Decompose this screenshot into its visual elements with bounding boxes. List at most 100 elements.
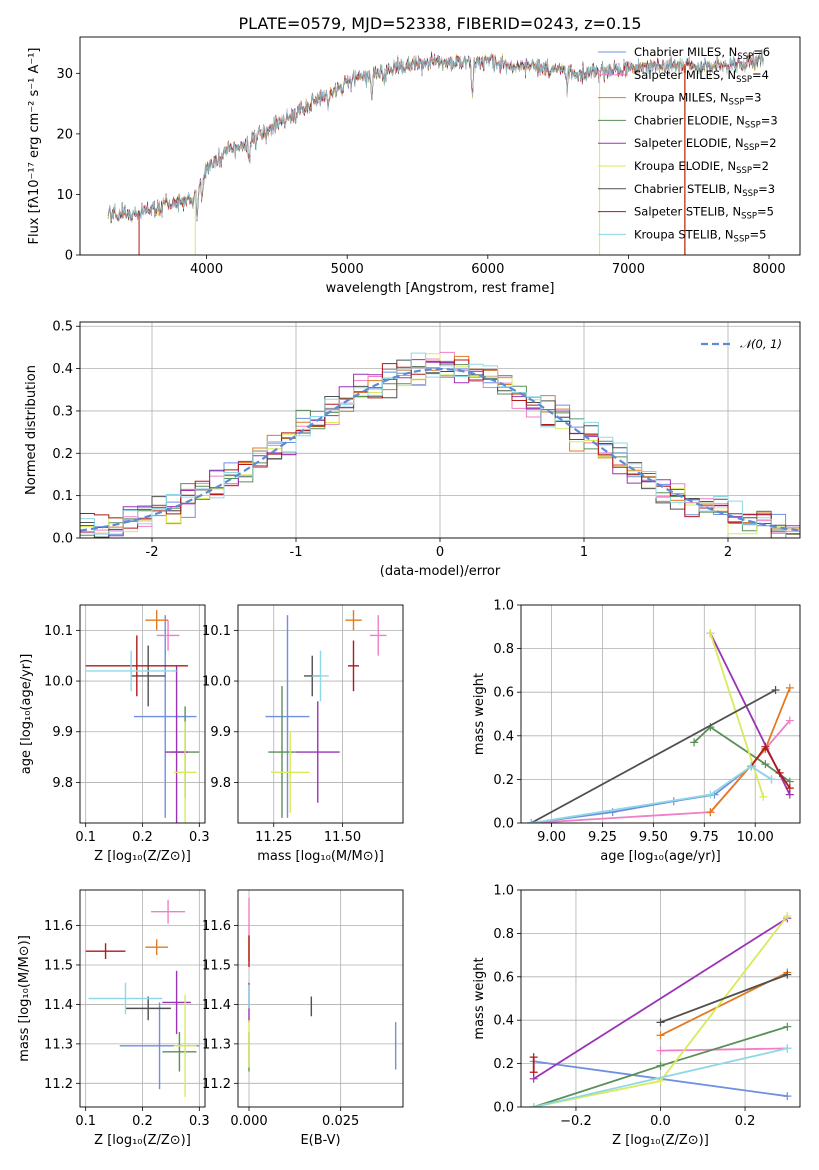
weight-point-marker xyxy=(785,683,794,692)
x-axis-label: Z [log₁₀(Z/Z⊙)] xyxy=(94,1133,191,1148)
y-tick-label: 10.1 xyxy=(202,624,231,639)
weight-point-marker xyxy=(775,768,784,777)
weight-point-marker xyxy=(783,1092,792,1101)
x-tick-label: 1 xyxy=(580,545,588,560)
legend-label: Salpeter MILES, NSSP=4 xyxy=(634,68,769,85)
weight-series-line xyxy=(533,917,788,1080)
weight-point-marker xyxy=(656,1018,665,1027)
age_vs_weight-axes: 9.00 9.25 9.50 9.75 10.00 0.0 0.2 0.4 0.6 0.8 1.0 a… xyxy=(472,599,801,864)
errorbar-point xyxy=(165,665,188,823)
y-tick-label: 0.2 xyxy=(493,773,514,788)
y-tick-label: 11.5 xyxy=(202,958,231,973)
spectrum-plot-area xyxy=(107,49,764,255)
weight-point-marker xyxy=(706,629,715,638)
x-tick-label: 6000 xyxy=(471,262,504,277)
errorbar-point xyxy=(145,939,169,956)
z_vs_weight-axes: −0.2 0.0 0.2 0.0 0.2 0.4 0.6 0.8 1.0 Z [log₁₀(Z/Z… xyxy=(472,884,801,1148)
weight-point-marker xyxy=(690,738,699,747)
y-tick-label: 1.0 xyxy=(493,884,514,899)
ebv_vs_mass-axes: 0.000 0.025 11.2 11.3 11.4 11.5 11.6 E(B-V) xyxy=(202,889,404,1148)
x-tick-label: 0.025 xyxy=(322,1114,359,1129)
z_vs_age-axes: 0.1 0.2 0.3 9.8 9.9 10.0 10.1 Z [log₁₀(Z/Z⊙)] ag… xyxy=(19,604,210,864)
z_vs_mass-frame xyxy=(79,889,206,1108)
y-tick-label: 0.0 xyxy=(493,817,514,832)
z_vs_mass-plot-area xyxy=(80,890,205,1107)
weight-point-marker xyxy=(771,686,780,695)
x-tick-label: 9.50 xyxy=(639,830,668,845)
y-tick-label: 0.6 xyxy=(493,970,514,985)
x-axis-label: E(B-V) xyxy=(300,1133,340,1148)
x-tick-label: 0.1 xyxy=(75,830,96,845)
x-tick-label: -2 xyxy=(146,545,159,560)
errorbar-point xyxy=(145,610,169,631)
y-tick-label: 10.1 xyxy=(44,624,73,639)
y-tick-label: 0.8 xyxy=(493,642,514,657)
legend-label: Chabrier MILES, NSSP=6 xyxy=(634,45,770,62)
weight-point-marker xyxy=(785,716,794,725)
weight-point-marker xyxy=(656,1061,665,1070)
weight-series-line xyxy=(530,689,777,823)
y-tick-label: 30 xyxy=(56,67,73,82)
spectrum-frame xyxy=(79,36,801,256)
y-tick-label: 0.6 xyxy=(493,686,514,701)
age_vs_weight-frame xyxy=(520,604,801,824)
y-axis-label: age [log₁₀(age/yr)] xyxy=(19,654,34,775)
weight-series-line xyxy=(709,633,765,798)
y-tick-label: 11.4 xyxy=(202,998,231,1013)
y-tick-label: 10.0 xyxy=(202,675,231,690)
errorbar-point xyxy=(85,650,177,692)
z_vs_age-frame xyxy=(79,604,206,824)
y-tick-label: 0.2 xyxy=(493,1057,514,1072)
x-tick-label: 5000 xyxy=(331,262,364,277)
x-tick-label: 0 xyxy=(436,545,444,560)
mass_vs_age-plot-area xyxy=(238,605,403,823)
y-tick-label: 11.3 xyxy=(44,1037,73,1052)
x-tick-label: 0.3 xyxy=(189,1114,210,1129)
mass_vs_age-axes: 11.25 11.50 9.8 9.9 10.0 10.1 mass [log₁₀(M/M⊙… xyxy=(202,604,404,864)
x-tick-label: 0.2 xyxy=(132,830,153,845)
x-tick-label: 0.2 xyxy=(735,1114,756,1129)
z_vs_weight-plot-area xyxy=(521,890,800,1107)
weight-point-marker xyxy=(785,784,794,793)
x-tick-label: 11.50 xyxy=(324,830,361,845)
y-tick-label: 0.4 xyxy=(493,729,514,744)
x-tick-label: 9.75 xyxy=(690,830,719,845)
y-tick-label: 9.9 xyxy=(210,725,231,740)
errorbar-point xyxy=(295,701,340,803)
y-tick-label: 0.3 xyxy=(52,404,73,419)
x-axis-label: mass [log₁₀(M/M⊙)] xyxy=(257,849,384,864)
errorbar-point xyxy=(151,899,186,924)
x-tick-label: 10.00 xyxy=(737,830,774,845)
mass_vs_age-frame xyxy=(237,604,404,824)
errorbar-point xyxy=(85,943,126,960)
spectrum-line xyxy=(107,50,764,222)
z_vs_age-plot-area xyxy=(80,605,205,823)
weight-point-marker xyxy=(759,792,768,801)
y-tick-label: 0.5 xyxy=(52,320,73,335)
y-tick-label: 10 xyxy=(56,188,73,203)
errorbar-point xyxy=(85,635,188,697)
weight-point-marker xyxy=(529,1053,538,1062)
weight-series-line xyxy=(533,1047,788,1107)
weight-series-line xyxy=(531,765,772,823)
y-tick-label: 0.2 xyxy=(52,447,73,462)
weight-point-marker xyxy=(527,819,536,823)
weight-point-marker xyxy=(783,1022,792,1031)
legend-label: Kroupa STELIB, NSSP=5 xyxy=(634,227,766,244)
x-axis-label: (data-model)/error xyxy=(380,564,501,579)
errorbar-point xyxy=(162,1032,197,1072)
errorbar-point xyxy=(156,620,180,651)
errorbar-point xyxy=(173,721,197,823)
weight-point-marker xyxy=(656,1031,665,1040)
errorbar-point xyxy=(348,640,359,692)
x-tick-label: 8000 xyxy=(753,262,786,277)
y-tick-label: 9.8 xyxy=(52,776,73,791)
y-tick-label: 11.6 xyxy=(44,919,73,934)
y-tick-label: 0 xyxy=(65,249,73,264)
x-tick-label: 0.2 xyxy=(132,1114,153,1129)
legend-label: Chabrier ELODIE, NSSP=3 xyxy=(634,113,778,130)
x-tick-label: 0.0 xyxy=(650,1114,671,1129)
residuals-plot-area xyxy=(80,322,800,538)
x-tick-label: 2 xyxy=(724,545,732,560)
